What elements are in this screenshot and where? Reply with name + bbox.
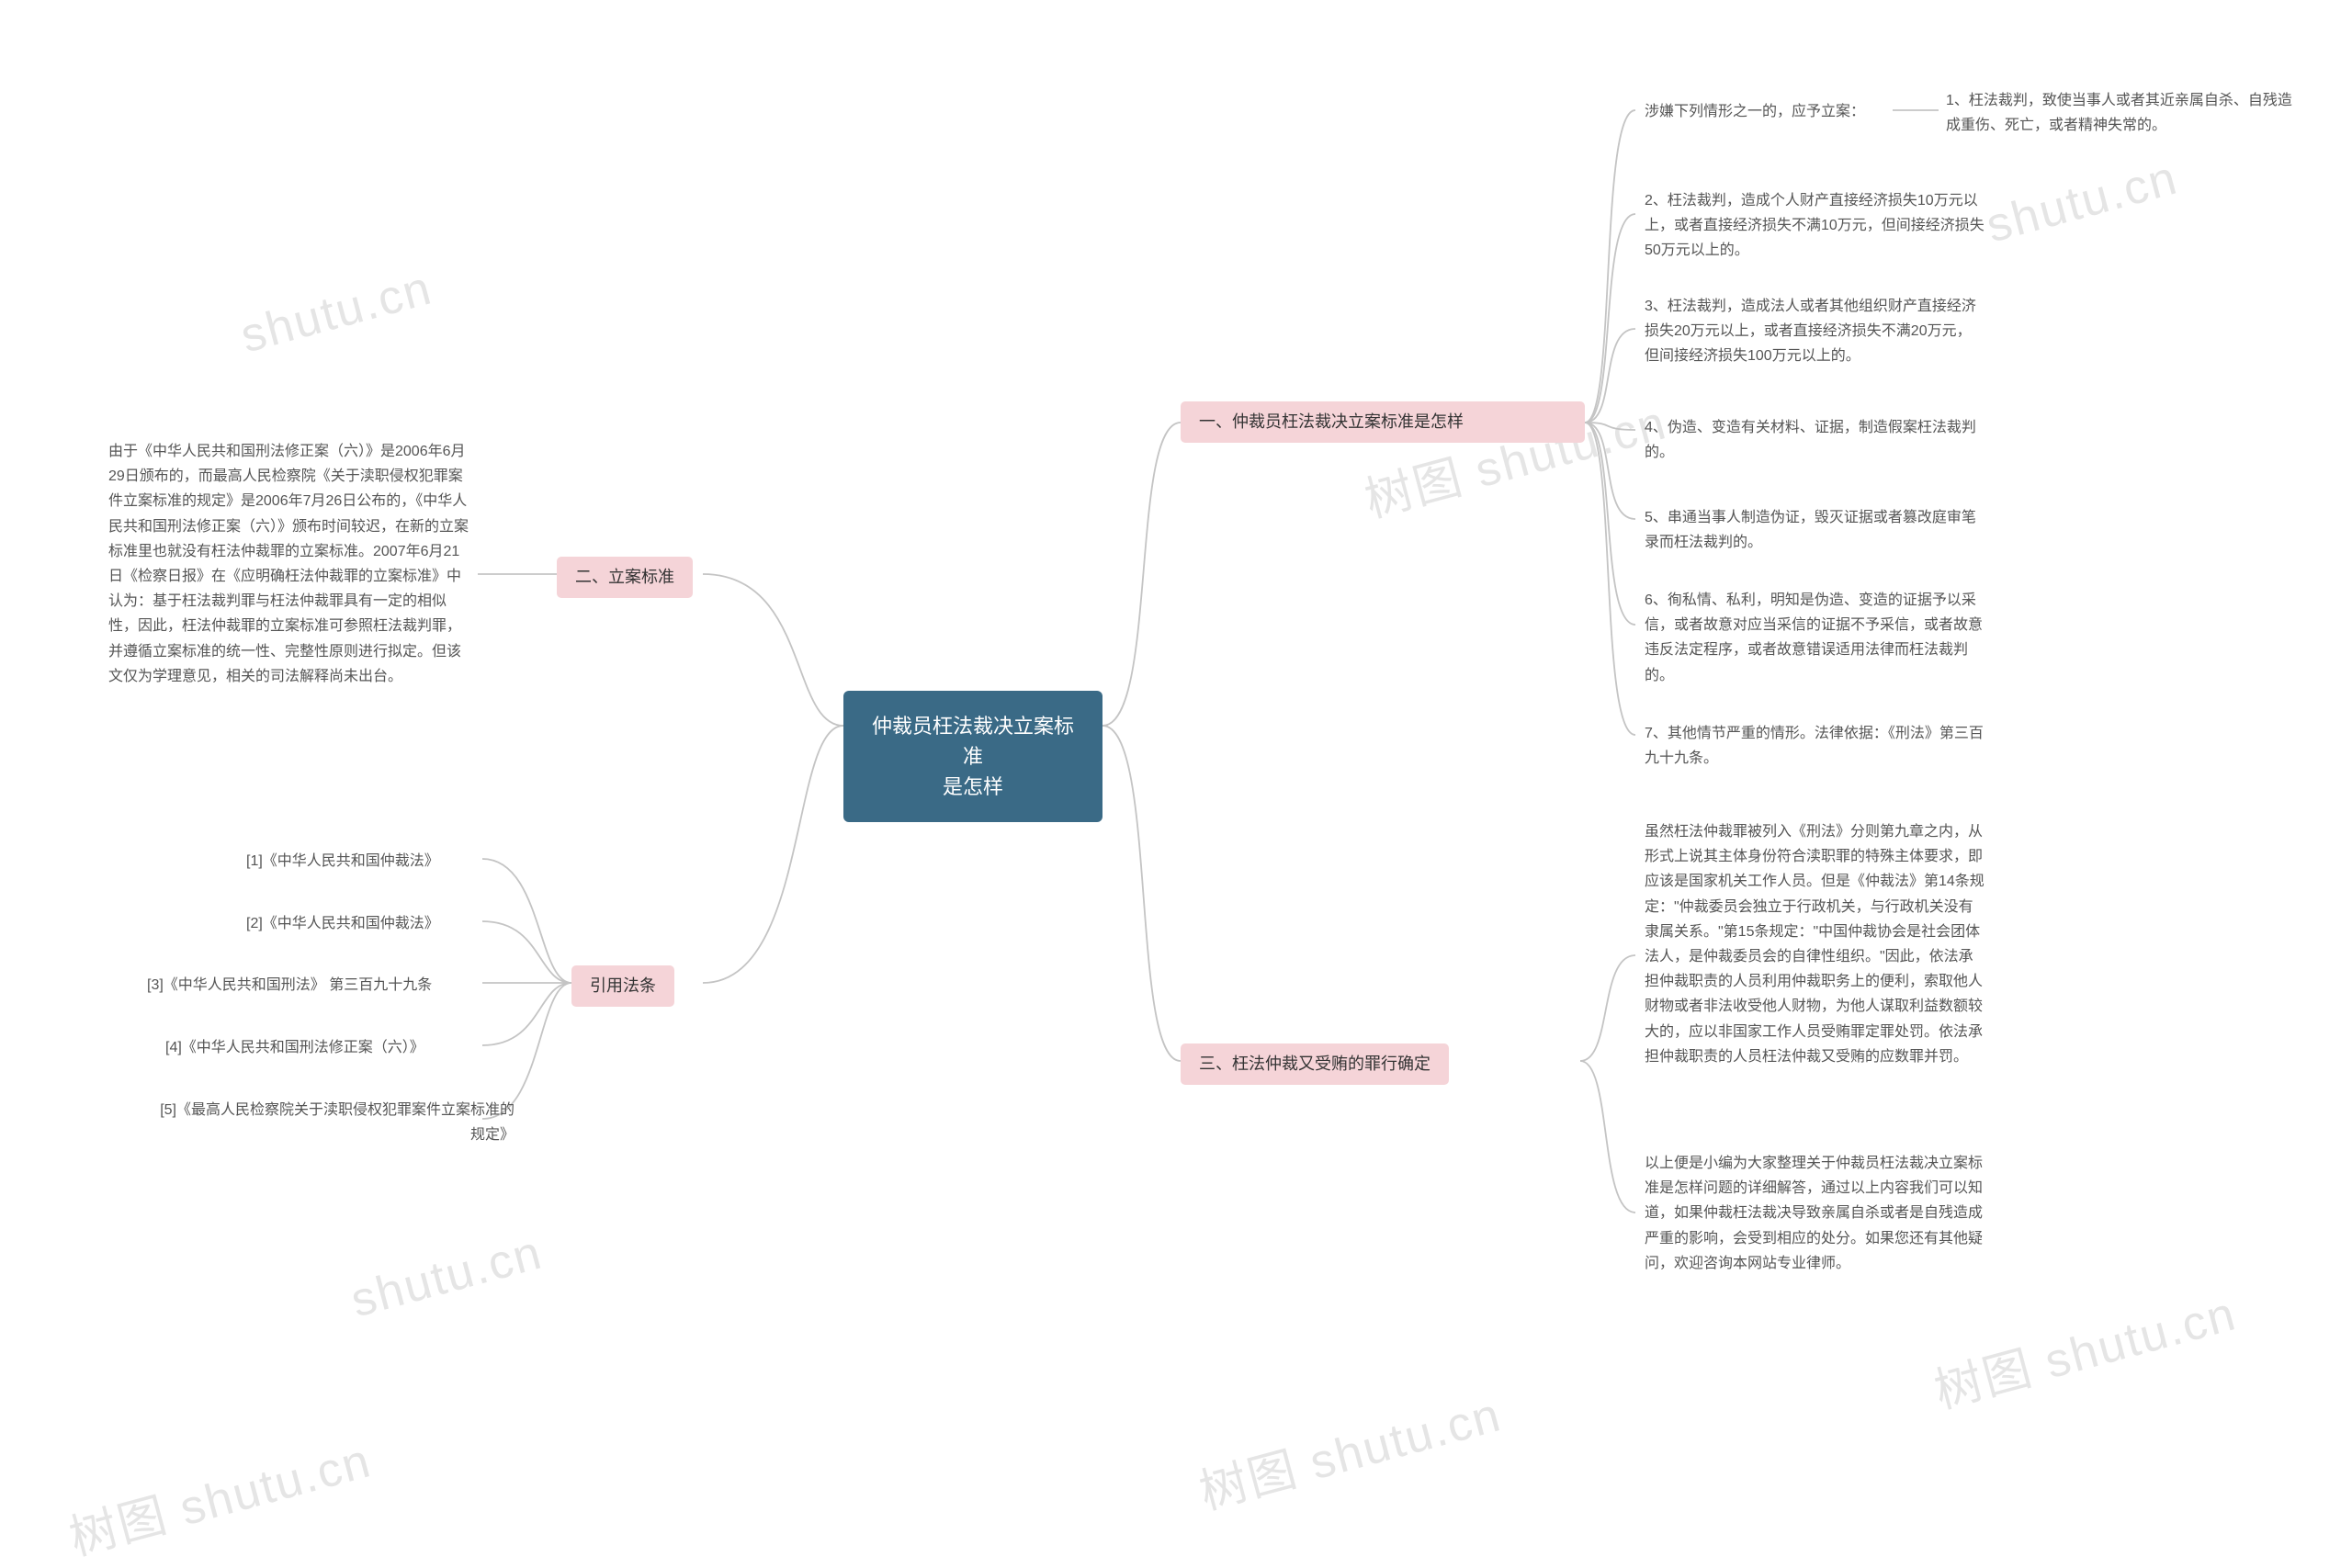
watermark: shutu.cn: [1981, 151, 2184, 254]
branch-citations: 引用法条: [571, 965, 674, 1007]
citation-item-3: [3]《中华人民共和国刑法》 第三百九十九条: [147, 973, 432, 998]
section1-item-5: 5、串通当事人制造伪证，毁灭证据或者篡改庭审笔录而枉法裁判的。: [1645, 505, 1984, 555]
section3-title: 三、枉法仲裁又受贿的罪行确定: [1199, 1055, 1430, 1073]
citation-item-1: [1]《中华人民共和国仲裁法》: [246, 849, 439, 874]
branch-section1: 一、仲裁员枉法裁决立案标准是怎样: [1181, 401, 1585, 443]
watermark: 树图 shutu.cn: [1926, 1275, 2243, 1422]
section1-item-4: 4、伪造、变造有关材料、证据，制造假案枉法裁判的。: [1645, 415, 1984, 465]
section1-item-1: 1、枉法裁判，致使当事人或者其近亲属自杀、自残造成重伤、死亡，或者精神失常的。: [1946, 88, 2295, 138]
branch-section3: 三、枉法仲裁又受贿的罪行确定: [1181, 1043, 1449, 1085]
watermark: 树图 shutu.cn: [1191, 1376, 1508, 1523]
section1-item-2: 2、枉法裁判，造成个人财产直接经济损失10万元以上，或者直接经济损失不满10万元…: [1645, 188, 1984, 264]
section1-title: 一、仲裁员枉法裁决立案标准是怎样: [1199, 412, 1464, 431]
citations-title: 引用法条: [590, 976, 656, 995]
branch-section2: 二、立案标准: [557, 557, 693, 598]
section3-paragraph-1: 虽然枉法仲裁罪被列入《刑法》分则第九章之内，从形式上说其主体身份符合渎职罪的特殊…: [1645, 819, 1984, 1069]
root-title-line1: 仲裁员枉法裁决立案标准: [872, 715, 1074, 768]
citation-item-2: [2]《中华人民共和国仲裁法》: [246, 911, 439, 936]
section1-intro: 涉嫌下列情形之一的，应予立案：: [1645, 99, 1865, 124]
section2-content: 由于《中华人民共和国刑法修正案（六）》是2006年6月29日颁布的，而最高人民检…: [108, 439, 471, 689]
watermark: 树图 shutu.cn: [61, 1422, 378, 1568]
section2-title: 二、立案标准: [575, 568, 674, 586]
citation-item-4: [4]《中华人民共和国刑法修正案（六）》: [165, 1035, 424, 1060]
mindmap-connectors: [0, 0, 2352, 1513]
section1-item-3: 3、枉法裁判，造成法人或者其他组织财产直接经济损失20万元以上，或者直接经济损失…: [1645, 294, 1984, 369]
section1-item-7: 7、其他情节严重的情形。法律依据：《刑法》第三百九十九条。: [1645, 721, 1984, 771]
root-title-line2: 是怎样: [943, 775, 1003, 798]
watermark: shutu.cn: [235, 261, 438, 365]
section1-item-6: 6、徇私情、私利，明知是伪造、变造的证据予以采信，或者故意对应当采信的证据不予采…: [1645, 588, 1984, 688]
section3-paragraph-2: 以上便是小编为大家整理关于仲裁员枉法裁决立案标准是怎样问题的详细解答，通过以上内…: [1645, 1151, 1984, 1276]
watermark: shutu.cn: [345, 1225, 548, 1329]
citation-item-5: [5]《最高人民检察院关于渎职侵权犯罪案件立案标准的规定》: [147, 1098, 514, 1147]
root-node: 仲裁员枉法裁决立案标准 是怎样: [843, 691, 1102, 822]
